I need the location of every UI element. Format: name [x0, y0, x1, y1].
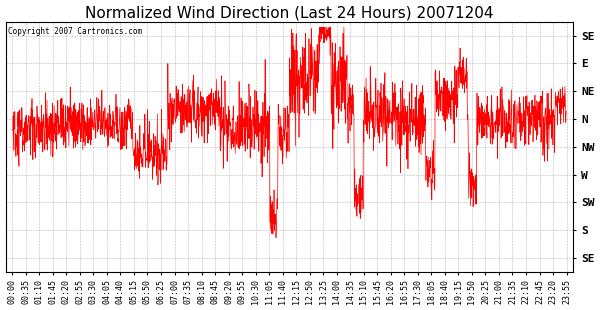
Title: Normalized Wind Direction (Last 24 Hours) 20071204: Normalized Wind Direction (Last 24 Hours… — [85, 6, 494, 20]
Text: Copyright 2007 Cartronics.com: Copyright 2007 Cartronics.com — [8, 27, 143, 36]
